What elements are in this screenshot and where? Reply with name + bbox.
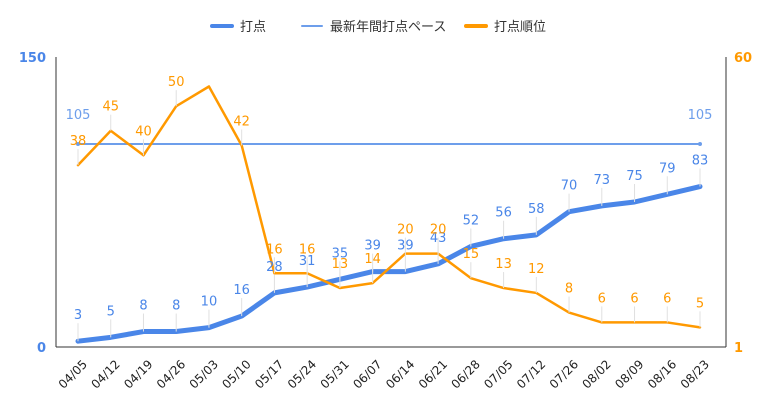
x-tick-label: 05/31 xyxy=(318,357,352,391)
series-line-1 xyxy=(75,184,703,344)
data-label: 79 xyxy=(659,161,676,176)
data-label: 13 xyxy=(332,257,349,272)
data-label: 20 xyxy=(430,223,447,238)
data-label: 38 xyxy=(70,134,87,149)
data-label: 5 xyxy=(107,304,115,319)
data-label: 73 xyxy=(594,173,611,188)
data-label: 10 xyxy=(201,295,218,310)
data-label: 14 xyxy=(364,252,381,267)
data-label: 5 xyxy=(696,296,704,311)
data-label: 8 xyxy=(172,299,180,314)
x-tick-label: 08/09 xyxy=(612,357,646,391)
left-axis-min-label: 0 xyxy=(37,341,46,356)
x-tick-label: 04/19 xyxy=(121,357,155,391)
x-tick-label: 06/14 xyxy=(383,357,417,391)
legend-label-1: 打点 xyxy=(240,20,266,35)
x-tick-label: 05/10 xyxy=(219,357,253,391)
x-tick-label: 05/17 xyxy=(252,357,286,391)
data-label: 20 xyxy=(397,223,414,238)
data-label: 105 xyxy=(66,108,91,123)
data-label: 8 xyxy=(139,299,147,314)
x-tick-label: 07/12 xyxy=(514,357,548,391)
data-label: 8 xyxy=(565,282,573,297)
data-label: 16 xyxy=(266,242,283,257)
data-label: 58 xyxy=(528,202,545,217)
data-label: 56 xyxy=(495,206,512,221)
series-line-3 xyxy=(76,85,702,329)
data-label: 12 xyxy=(528,262,545,277)
data-label: 83 xyxy=(692,154,709,169)
x-tick-label: 06/28 xyxy=(449,357,483,391)
data-label: 6 xyxy=(598,291,606,306)
data-label: 40 xyxy=(135,124,152,139)
data-label: 42 xyxy=(233,114,250,129)
legend-label-3: 打点順位 xyxy=(494,20,546,35)
series-layer xyxy=(75,85,703,344)
x-tick-label: 06/21 xyxy=(416,357,450,391)
left-axis-max-label: 150 xyxy=(19,51,46,66)
x-tick-label: 04/26 xyxy=(154,357,188,391)
pace-line-point xyxy=(76,142,80,146)
data-label: 105 xyxy=(688,108,713,123)
data-label: 16 xyxy=(233,283,250,298)
data-label: 70 xyxy=(561,179,578,194)
x-tick-label: 04/12 xyxy=(88,357,122,391)
data-label: 35 xyxy=(332,246,349,261)
pace-line-point xyxy=(698,142,702,146)
data-label: 52 xyxy=(463,213,480,228)
axes: 150 0 60 1 xyxy=(19,51,752,356)
right-axis-min-label: 1 xyxy=(734,341,743,356)
x-tick-label: 07/05 xyxy=(481,357,515,391)
legend-label-2: 最新年間打点ペース xyxy=(330,19,446,35)
data-label: 39 xyxy=(364,239,381,254)
x-tick-label: 08/23 xyxy=(678,357,712,391)
x-tick-label: 05/24 xyxy=(285,357,319,391)
data-label: 15 xyxy=(463,247,480,262)
data-label: 50 xyxy=(168,75,185,90)
legend: 打点 最新年間打点ペース 打点順位 xyxy=(210,19,546,35)
x-tick-label: 04/05 xyxy=(56,357,90,391)
data-label: 13 xyxy=(495,257,512,272)
data-label: 45 xyxy=(102,100,119,115)
data-label: 6 xyxy=(663,291,671,306)
x-tick-label: 08/02 xyxy=(579,357,613,391)
x-tick-label: 08/16 xyxy=(645,357,679,391)
right-axis-max-label: 60 xyxy=(734,51,752,66)
x-tick-label: 06/07 xyxy=(350,357,384,391)
data-label: 6 xyxy=(630,291,638,306)
x-tick-label: 07/26 xyxy=(547,357,581,391)
data-label: 75 xyxy=(626,169,643,184)
data-label: 3 xyxy=(74,308,82,323)
data-label: 16 xyxy=(299,242,316,257)
x-axis-ticks: 04/0504/1204/1904/2605/0305/1005/1705/24… xyxy=(56,357,712,391)
x-tick-label: 05/03 xyxy=(187,357,221,391)
